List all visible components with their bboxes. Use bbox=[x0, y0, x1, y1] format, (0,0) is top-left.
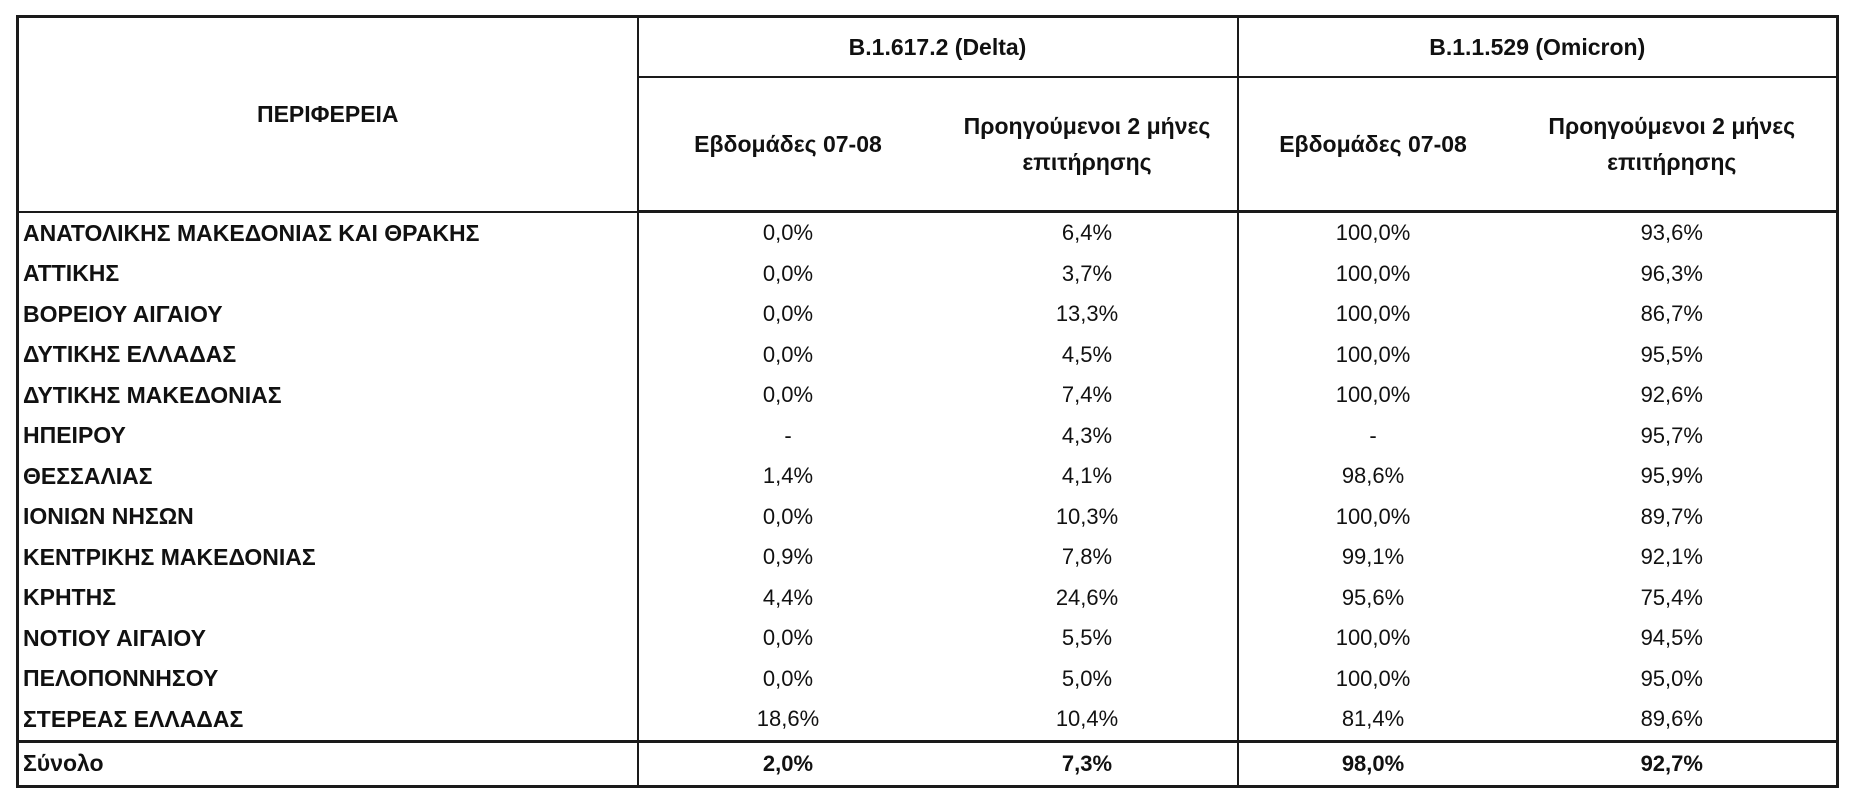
delta-weeks-cell: 2,0% bbox=[637, 739, 938, 786]
delta-variant-header: B.1.617.2 (Delta) bbox=[637, 16, 1239, 78]
region-cell: ΚΕΝΤΡΙΚΗΣ ΜΑΚΕΔΟΝΙΑΣ bbox=[17, 537, 639, 578]
table-row: ΣΤΕΡΕΑΣ ΕΛΛΑΔΑΣ 18,6% 10,4% 81,4% 89,6% bbox=[17, 699, 1838, 741]
omicron-weeks-cell: 81,4% bbox=[1341, 706, 1405, 732]
omicron-weeks-cell: 100,0% bbox=[1335, 382, 1411, 408]
delta-weeks-cell: 0,0% bbox=[762, 341, 814, 367]
delta-months-cell: 5,5% bbox=[937, 618, 1239, 659]
region-cell: ΘΕΣΣΑΛΙΑΣ bbox=[17, 456, 639, 497]
region-cell: ΝΟΤΙΟΥ ΑΙΓΑΙΟΥ bbox=[17, 618, 639, 659]
region-cell: ΑΝΑΤΟΛΙΚΗΣ ΜΑΚΕΔΟΝΙΑΣ ΚΑΙ ΘΡΑΚΗΣ bbox=[17, 211, 639, 254]
omicron-months-cell: 95,9% bbox=[1640, 463, 1703, 489]
omicron-weeks-cell: 100,0% bbox=[1335, 665, 1411, 691]
delta-weeks-cell: 0,0% bbox=[762, 382, 814, 408]
table-row: ΝΟΤΙΟΥ ΑΙΓΑΙΟΥ 0,0% 5,5% 100,0% 94,5% bbox=[17, 618, 1838, 659]
delta-months-cell: 3,7% bbox=[937, 253, 1239, 294]
table-row: ΠΕΛΟΠΟΝΝΗΣΟΥ 0,0% 5,0% 100,0% 95,0% bbox=[17, 658, 1838, 699]
omicron-months-cell: 89,7% bbox=[1640, 503, 1703, 529]
omicron-months-cell: 95,5% bbox=[1640, 341, 1703, 367]
delta-months-cell: 10,3% bbox=[937, 496, 1239, 537]
variant-distribution-table: ΠΕΡΙΦΕΡΕΙΑ B.1.617.2 (Delta) B.1.1.529 (… bbox=[16, 15, 1840, 788]
delta-months-cell: 13,3% bbox=[937, 294, 1239, 335]
omicron-months-cell: 92,7% bbox=[1507, 739, 1838, 786]
omicron-weeks-cell: 100,0% bbox=[1335, 260, 1411, 286]
omicron-months-header: Προηγούμενοι 2 μήνες επιτήρησης bbox=[1507, 77, 1838, 213]
table-row: ΗΠΕΙΡΟΥ - 4,3% - 95,7% bbox=[17, 415, 1838, 456]
omicron-weeks-cell: 100,0% bbox=[1335, 625, 1411, 651]
delta-months-cell: 4,5% bbox=[937, 334, 1239, 375]
omicron-months-cell: 95,0% bbox=[1640, 665, 1703, 691]
delta-weeks-cell: 0,9% bbox=[762, 544, 814, 570]
delta-weeks-cell: 1,4% bbox=[762, 463, 814, 489]
region-cell: ΚΡΗΤΗΣ bbox=[17, 577, 639, 618]
delta-weeks-cell: 0,0% bbox=[762, 665, 814, 691]
region-cell: ΔΥΤΙΚΗΣ ΕΛΛΑΔΑΣ bbox=[17, 334, 639, 375]
delta-weeks-cell: 0,0% bbox=[762, 503, 814, 529]
omicron-weeks-cell: 100,0% bbox=[1335, 503, 1411, 529]
omicron-weeks-cell: 99,1% bbox=[1341, 544, 1405, 570]
omicron-months-cell: 86,7% bbox=[1640, 301, 1703, 327]
region-cell: Σύνολο bbox=[17, 739, 639, 786]
delta-weeks-cell: 0,0% bbox=[762, 625, 814, 651]
table-row: ΔΥΤΙΚΗΣ ΜΑΚΕΔΟΝΙΑΣ 0,0% 7,4% 100,0% 92,6% bbox=[17, 375, 1838, 416]
region-column-header: ΠΕΡΙΦΕΡΕΙΑ bbox=[17, 16, 639, 213]
omicron-weeks-header: Εβδομάδες 07-08 bbox=[1237, 77, 1508, 213]
region-cell: ΗΠΕΙΡΟΥ bbox=[17, 415, 639, 456]
omicron-months-cell: 89,6% bbox=[1640, 706, 1703, 732]
delta-months-cell: 5,0% bbox=[937, 658, 1239, 699]
table-row: ΚΡΗΤΗΣ 4,4% 24,6% 95,6% 75,4% bbox=[17, 577, 1838, 618]
delta-months-cell: 24,6% bbox=[937, 577, 1239, 618]
region-cell: ΠΕΛΟΠΟΝΝΗΣΟΥ bbox=[17, 658, 639, 699]
table-row: ΚΕΝΤΡΙΚΗΣ ΜΑΚΕΔΟΝΙΑΣ 0,9% 7,8% 99,1% 92,1% bbox=[17, 537, 1838, 578]
omicron-weeks-cell: 95,6% bbox=[1341, 584, 1405, 610]
total-row: Σύνολο 2,0% 7,3% 98,0% 92,7% bbox=[17, 739, 1838, 786]
delta-weeks-cell: 0,0% bbox=[762, 301, 814, 327]
omicron-weeks-cell: 98,0% bbox=[1237, 739, 1508, 786]
delta-months-header: Προηγούμενοι 2 μήνες επιτήρησης bbox=[937, 77, 1239, 213]
delta-weeks-cell: 18,6% bbox=[756, 706, 820, 732]
table-row: ΘΕΣΣΑΛΙΑΣ 1,4% 4,1% 98,6% 95,9% bbox=[17, 456, 1838, 497]
region-cell: ΙΟΝΙΩΝ ΝΗΣΩΝ bbox=[17, 496, 639, 537]
delta-months-cell: 10,4% bbox=[937, 699, 1239, 741]
delta-weeks-cell: 4,4% bbox=[762, 584, 814, 610]
omicron-weeks-cell: - bbox=[1369, 422, 1377, 448]
delta-months-cell: 4,3% bbox=[937, 415, 1239, 456]
delta-weeks-cell: 0,0% bbox=[762, 260, 814, 286]
delta-months-cell: 7,4% bbox=[937, 375, 1239, 416]
omicron-weeks-cell: 100,0% bbox=[1335, 220, 1411, 246]
delta-months-cell: 6,4% bbox=[937, 211, 1239, 254]
region-cell: ΑΤΤΙΚΗΣ bbox=[17, 253, 639, 294]
table-row: ΒΟΡΕΙΟΥ ΑΙΓΑΙΟΥ 0,0% 13,3% 100,0% 86,7% bbox=[17, 294, 1838, 335]
omicron-months-cell: 94,5% bbox=[1640, 625, 1703, 651]
region-cell: ΒΟΡΕΙΟΥ ΑΙΓΑΙΟΥ bbox=[17, 294, 639, 335]
delta-weeks-header: Εβδομάδες 07-08 bbox=[637, 77, 938, 213]
omicron-weeks-cell: 100,0% bbox=[1335, 341, 1411, 367]
delta-months-cell: 4,1% bbox=[937, 456, 1239, 497]
table-body: ΑΝΑΤΟΛΙΚΗΣ ΜΑΚΕΔΟΝΙΑΣ ΚΑΙ ΘΡΑΚΗΣ 0,0% 6,4%… bbox=[17, 211, 1838, 786]
table-row: ΑΝΑΤΟΛΙΚΗΣ ΜΑΚΕΔΟΝΙΑΣ ΚΑΙ ΘΡΑΚΗΣ 0,0% 6,4%… bbox=[17, 211, 1838, 254]
delta-months-cell: 7,3% bbox=[937, 739, 1239, 786]
cropped-footnote bbox=[18, 786, 1318, 800]
delta-weeks-cell: - bbox=[784, 422, 792, 448]
omicron-months-cell: 92,1% bbox=[1640, 544, 1703, 570]
omicron-variant-header: B.1.1.529 (Omicron) bbox=[1237, 16, 1838, 78]
omicron-months-cell: 95,7% bbox=[1640, 422, 1703, 448]
omicron-months-cell: 96,3% bbox=[1640, 260, 1703, 286]
header-row-periods: Εβδομάδες 07-08 Προηγούμενοι 2 μήνες επι… bbox=[18, 77, 1838, 213]
delta-months-cell: 7,8% bbox=[937, 537, 1239, 578]
omicron-months-cell: 93,6% bbox=[1640, 220, 1703, 246]
header-row-variants: ΠΕΡΙΦΕΡΕΙΑ B.1.617.2 (Delta) B.1.1.529 (… bbox=[17, 16, 1838, 213]
delta-weeks-cell: 0,0% bbox=[762, 220, 814, 246]
region-cell: ΣΤΕΡΕΑΣ ΕΛΛΑΔΑΣ bbox=[17, 699, 639, 741]
omicron-months-cell: 92,6% bbox=[1640, 382, 1703, 408]
omicron-weeks-cell: 98,6% bbox=[1341, 463, 1405, 489]
table-row: ΙΟΝΙΩΝ ΝΗΣΩΝ 0,0% 10,3% 100,0% 89,7% bbox=[17, 496, 1838, 537]
omicron-months-cell: 75,4% bbox=[1640, 584, 1703, 610]
table-row: ΔΥΤΙΚΗΣ ΕΛΛΑΔΑΣ 0,0% 4,5% 100,0% 95,5% bbox=[17, 334, 1838, 375]
region-cell: ΔΥΤΙΚΗΣ ΜΑΚΕΔΟΝΙΑΣ bbox=[17, 375, 639, 416]
table-row: ΑΤΤΙΚΗΣ 0,0% 3,7% 100,0% 96,3% bbox=[17, 253, 1838, 294]
omicron-weeks-cell: 100,0% bbox=[1335, 301, 1411, 327]
